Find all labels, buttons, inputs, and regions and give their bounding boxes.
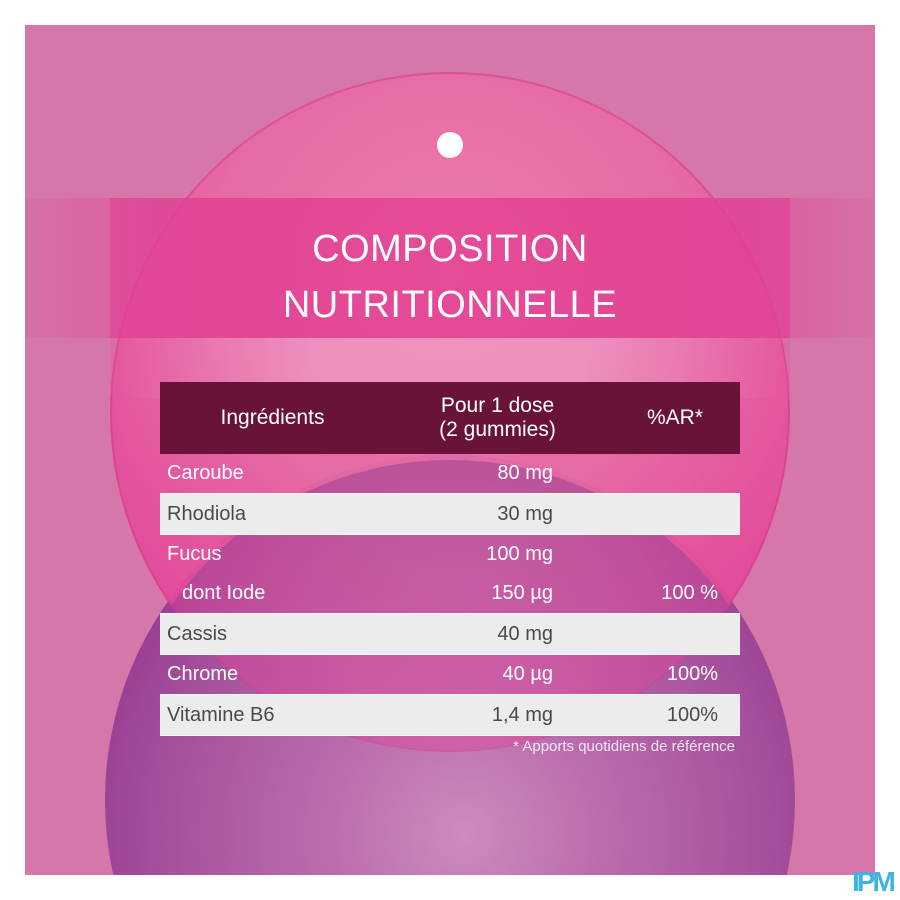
header-dose-line-2: (2 gummies) (439, 418, 556, 441)
table-row: dont Iode 150 µg 100 % (160, 574, 740, 613)
ingredient-dose: 1,4 mg (491, 703, 553, 726)
ingredient-dose: 80 mg (497, 462, 553, 484)
table-row: Fucus 100 mg (160, 535, 740, 574)
nutrition-table: Ingrédients Pour 1 dose (2 gummies) %AR*… (160, 382, 740, 736)
table-row: Caroube 80 mg (160, 454, 740, 493)
ingredient-name: Chrome (167, 663, 239, 685)
ingredient-dose: 40 mg (497, 622, 553, 645)
ingredient-ar: 100% (666, 663, 718, 685)
title-line-2: NUTRITIONNELLE (282, 284, 618, 326)
ingredient-name: Caroube (167, 462, 244, 484)
title-band-inner (110, 198, 790, 338)
hanging-hole-dot (437, 132, 463, 158)
ingredient-ar: 100 % (661, 582, 718, 604)
ingredient-dose: 30 mg (497, 502, 553, 525)
footnote: * Apports quotidiens de référence (513, 738, 735, 755)
ingredient-name: Cassis (167, 622, 228, 645)
table-row: Cassis 40 mg (160, 613, 740, 655)
ingredient-dose: 100 mg (486, 543, 553, 565)
table-header: Ingrédients Pour 1 dose (2 gummies) %AR* (160, 382, 740, 454)
ingredient-name: Rhodiola (167, 502, 246, 525)
table-row: Vitamine B6 1,4 mg 100% (160, 694, 740, 736)
ingredient-name: Vitamine B6 (167, 703, 275, 726)
ingredient-name: dont Iode (182, 582, 266, 604)
table-row: Chrome 40 µg 100% (160, 655, 740, 694)
header-ingredients: Ingrédients (220, 406, 325, 429)
ipm-logo: IPM (852, 866, 896, 897)
header-dose: Pour 1 dose (2 gummies) (385, 394, 610, 442)
header-ar: %AR* (646, 406, 704, 429)
table-row: Rhodiola 30 mg (160, 493, 740, 535)
page-title: COMPOSITION NUTRITIONNELLE (25, 221, 875, 333)
ingredient-ar: 100% (666, 703, 718, 726)
ingredient-name: Fucus (167, 543, 222, 565)
product-panel: COMPOSITION NUTRITIONNELLE Ingrédients P… (25, 25, 875, 875)
ingredient-dose: 150 µg (491, 582, 553, 604)
title-line-1: COMPOSITION (312, 228, 588, 270)
ingredient-dose: 40 µg (502, 663, 553, 685)
header-dose-line-1: Pour 1 dose (440, 394, 555, 417)
